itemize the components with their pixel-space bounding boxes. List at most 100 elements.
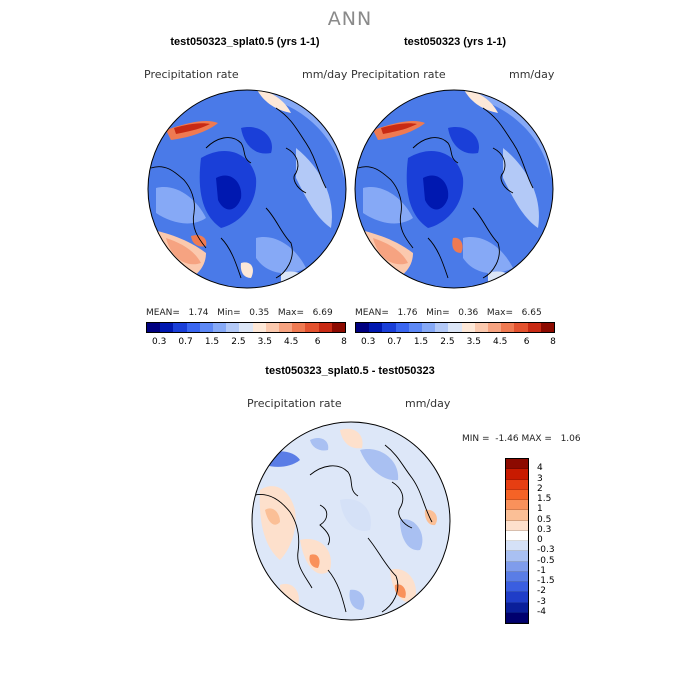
diff-panel-minmax: MIN = -1.46 MAX = 1.06: [462, 434, 581, 444]
colorbar-tick-label: -1: [537, 565, 546, 576]
colorbar-swatch: [435, 323, 449, 332]
colorbar-swatch: [501, 323, 515, 332]
colorbar-tick-label: 1.5: [537, 494, 552, 504]
colorbar-tick-label: 0.3: [152, 337, 167, 347]
colorbar-tick-label: 6: [314, 337, 321, 347]
colorbar-tick-label: -2: [537, 586, 546, 597]
panel-1-min-label: Min=: [217, 308, 241, 318]
colorbar-swatch: [506, 510, 528, 521]
colorbar-tick-label: 1: [537, 504, 543, 515]
panel-2-mean: 1.76: [397, 308, 418, 318]
colorbar-tick-label: -1.5: [537, 576, 555, 586]
panel-1-variable: Precipitation rate: [144, 68, 239, 81]
colorbar-tick-label: 6: [523, 337, 530, 347]
colorbar-tick-label: 4.5: [493, 337, 508, 347]
colorbar-swatch: [213, 323, 227, 332]
panel-1-max: 6.69: [312, 308, 333, 318]
colorbar-swatch: [527, 323, 541, 332]
colorbar-swatch: [356, 323, 370, 332]
colorbar-tick-label: 8: [550, 337, 556, 347]
colorbar-tick-label: 0.7: [178, 337, 193, 347]
diff-max-label: MAX =: [521, 434, 552, 444]
diff-panel-title: test050323_splat0.5 - test050323: [265, 365, 435, 377]
colorbar-swatch: [265, 323, 280, 332]
diff-min-label: MIN =: [462, 434, 490, 444]
colorbar-tick-label: 3: [537, 473, 543, 484]
colorbar-tick-label: -0.3: [537, 545, 555, 556]
panel-2-max-label: Max=: [486, 308, 514, 318]
colorbar-tick-label: 3.5: [257, 337, 272, 347]
colorbar-tick-label: 4: [537, 463, 543, 474]
colorbar-swatch: [506, 459, 528, 470]
panel-2-units: mm/day: [509, 68, 555, 81]
colorbar-swatch: [279, 323, 293, 332]
panel-2-variable: Precipitation rate: [351, 68, 446, 81]
colorbar-tick-label: 0.3: [361, 337, 376, 347]
colorbar-swatch: [506, 541, 528, 552]
panel-2-colorbar-ticks: 0.3 0.7 1.5 2.5 3.5 4.5 6 8: [355, 337, 556, 349]
colorbar-tick-label: 1.5: [413, 337, 429, 347]
colorbar-tick-label: 1.5: [204, 337, 220, 347]
colorbar-tick-label: 0.7: [387, 337, 402, 347]
panel-2-min-label: Min=: [426, 308, 450, 318]
colorbar-swatch: [422, 323, 436, 332]
panel-1-title: test050323_splat0.5 (yrs 1-1): [170, 36, 320, 48]
panel-2-mean-label: MEAN=: [355, 308, 389, 318]
colorbar-swatch: [199, 323, 214, 332]
colorbar-swatch: [506, 469, 528, 480]
diff-colorbar: [505, 458, 529, 624]
panel-1-colorbar-ticks: 0.3 0.7 1.5 2.5 3.5 4.5 6 8: [146, 337, 347, 349]
colorbar-swatch: [331, 323, 346, 332]
colorbar-swatch: [506, 520, 528, 531]
colorbar-swatch: [408, 323, 423, 332]
colorbar-swatch: [506, 602, 528, 613]
colorbar-swatch: [506, 612, 528, 623]
diff-min: -1.46: [495, 434, 519, 444]
panel-1-colorbar: [146, 322, 346, 333]
colorbar-tick-label: 2.5: [231, 337, 246, 347]
colorbar-swatch: [305, 323, 319, 332]
colorbar-swatch: [474, 323, 489, 332]
colorbar-swatch: [506, 592, 528, 603]
colorbar-swatch: [369, 323, 383, 332]
colorbar-tick-label: 8: [341, 337, 347, 347]
panel-1-max-label: Max=: [277, 308, 305, 318]
colorbar-swatch: [461, 323, 475, 332]
panel-1-polar-map: [147, 89, 347, 289]
colorbar-tick-label: 0.5: [537, 514, 552, 525]
diff-panel-units: mm/day: [405, 397, 451, 410]
colorbar-swatch: [382, 323, 396, 332]
colorbar-swatch: [506, 500, 528, 511]
main-title: ANN: [327, 8, 373, 30]
colorbar-swatch: [506, 489, 528, 500]
colorbar-tick-label: -4: [537, 606, 546, 617]
panel-2-stats: MEAN= 1.76 Min= 0.36 Max= 6.65: [355, 308, 542, 318]
panel-1-mean-label: MEAN=: [146, 308, 180, 318]
panel-1-mean: 1.74: [188, 308, 209, 318]
colorbar-swatch: [514, 323, 528, 332]
diff-colorbar-ticks: 4 3 2 1.5 1 0.5 0.3 0 -0.3 -0.5 -1 -1.5 -2 -3 -4: [537, 458, 577, 622]
colorbar-tick-label: -3: [537, 596, 546, 607]
colorbar-swatch: [173, 323, 187, 332]
colorbar-swatch: [147, 323, 161, 332]
diff-panel-variable: Precipitation rate: [247, 397, 342, 410]
colorbar-tick-label: 2.5: [440, 337, 455, 347]
panel-2-max: 6.65: [521, 308, 542, 318]
colorbar-swatch: [506, 571, 528, 582]
diff-max: 1.06: [560, 434, 581, 444]
panel-2-polar-map: [354, 89, 554, 289]
panel-2-min: 0.36: [458, 308, 479, 318]
colorbar-swatch: [239, 323, 253, 332]
colorbar-tick-label: 4.5: [284, 337, 299, 347]
colorbar-swatch: [226, 323, 240, 332]
colorbar-swatch: [395, 323, 409, 332]
panel-1-stats: MEAN= 1.74 Min= 0.35 Max= 6.69: [146, 308, 333, 318]
colorbar-tick-label: -0.5: [537, 555, 555, 566]
colorbar-swatch: [160, 323, 174, 332]
panel-1-min: 0.35: [249, 308, 270, 318]
colorbar-swatch: [318, 323, 332, 332]
panel-2-title: test050323 (yrs 1-1): [403, 36, 507, 48]
colorbar-swatch: [506, 479, 528, 490]
colorbar-swatch: [506, 551, 528, 562]
colorbar-swatch: [506, 530, 528, 541]
